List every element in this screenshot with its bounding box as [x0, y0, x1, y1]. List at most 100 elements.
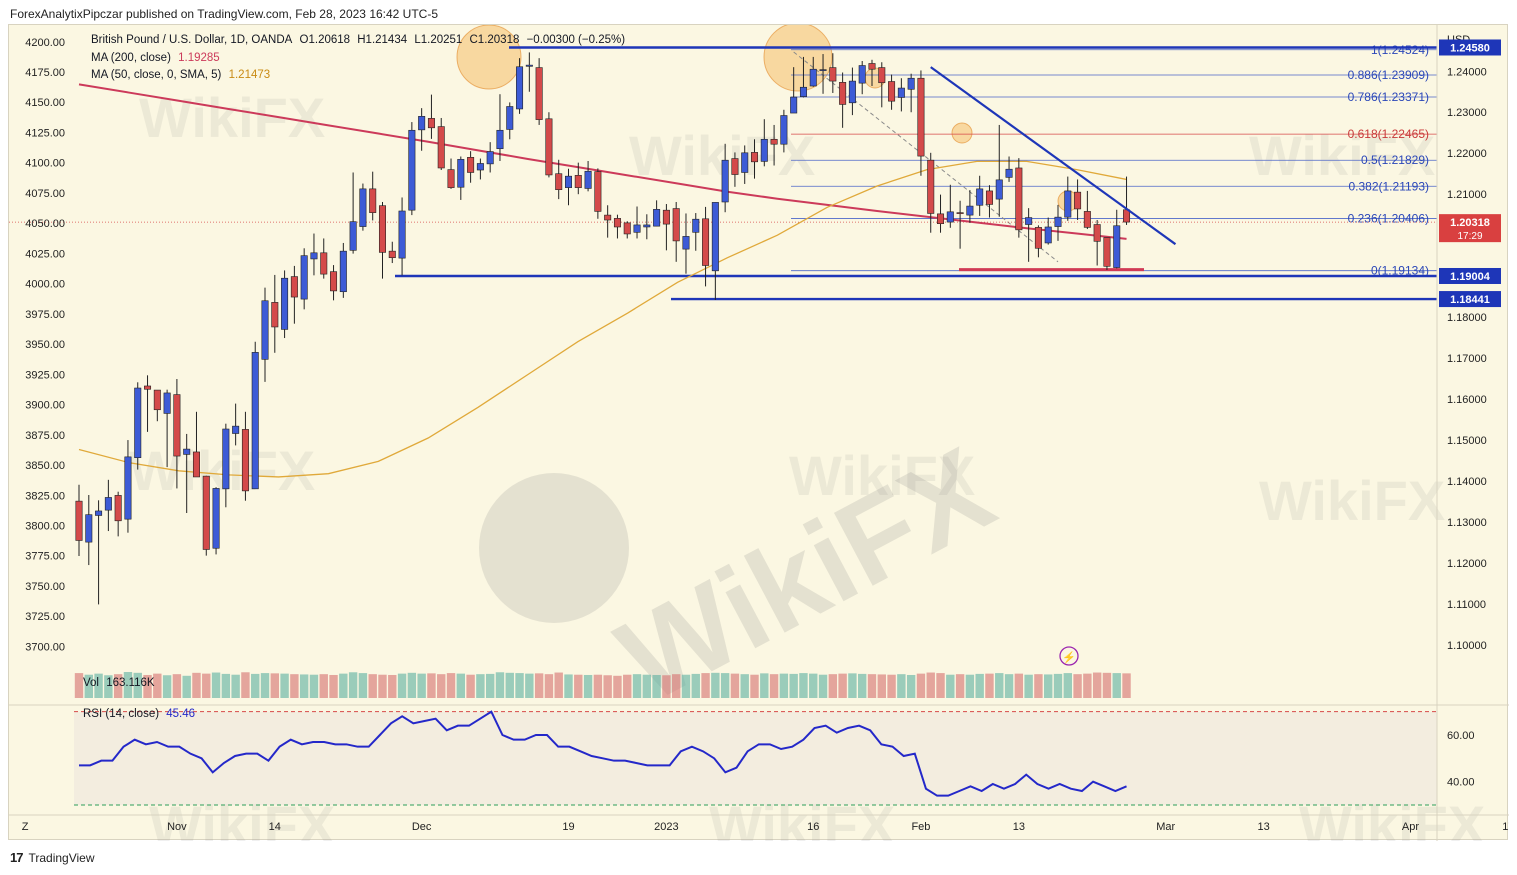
x-axis-tick-label: 13	[1257, 821, 1269, 833]
volume-bar	[906, 674, 916, 698]
candle-body	[917, 77, 925, 157]
volume-bar	[1014, 673, 1024, 698]
price-tag-label: 1.19004	[1450, 271, 1491, 283]
candle	[271, 274, 279, 353]
candle-body	[653, 209, 661, 227]
left-axis-tick-label: 3875.00	[25, 430, 65, 442]
candle	[408, 122, 416, 216]
candle-body	[232, 425, 240, 434]
candle	[1113, 209, 1121, 269]
candle-body	[359, 188, 367, 227]
volume-bar	[1092, 672, 1102, 698]
candle	[427, 94, 435, 139]
fib-level-label: 0.382(1.21193)	[1348, 179, 1429, 193]
right-axis-tick-label: 1.11000	[1447, 599, 1486, 611]
volume-bar	[730, 673, 740, 698]
candle-body	[75, 500, 83, 541]
volume-bar	[104, 675, 113, 698]
volume-bar	[153, 673, 162, 698]
candle	[604, 205, 612, 238]
right-axis-tick-label: 1.16000	[1447, 394, 1487, 406]
candle-body	[839, 82, 847, 105]
candle	[819, 54, 827, 94]
candle	[702, 206, 710, 287]
watermark-text: WikiFX	[1299, 794, 1485, 841]
candle-body	[398, 210, 406, 259]
candle-body	[1113, 225, 1121, 268]
candle	[104, 479, 112, 532]
candle	[613, 214, 621, 239]
volume-bar	[280, 673, 289, 698]
candle	[124, 440, 132, 533]
volume-bar	[339, 673, 348, 698]
candle	[907, 73, 915, 113]
volume-bar	[789, 673, 798, 698]
candle-body	[623, 222, 631, 235]
candle	[1015, 158, 1023, 238]
candle	[222, 423, 230, 508]
volume-bar	[251, 673, 260, 698]
candle	[281, 270, 289, 339]
left-axis-tick-label: 3725.00	[25, 611, 65, 623]
legend-rsi-row: RSI (14, close) 45.46	[83, 708, 199, 720]
legend-change: −0.00300 (−0.25%)	[526, 34, 626, 46]
volume-bar	[760, 673, 769, 698]
candle	[437, 117, 445, 171]
legend-ma50-row: MA (50, close, 0, SMA, 5) 1.21473	[91, 69, 274, 81]
candle-body	[124, 456, 132, 520]
right-axis-tick-label: 1.13000	[1447, 517, 1487, 529]
candle-body	[281, 277, 289, 330]
legend-symbol-row: British Pound / U.S. Dollar, 1D, OANDA O…	[91, 34, 629, 46]
candle-body	[760, 138, 768, 162]
x-axis-tick-label: 17	[1502, 821, 1509, 833]
candle	[1123, 176, 1131, 225]
fib-level-label: 0.5(1.21829)	[1361, 153, 1429, 167]
volume-bar	[123, 672, 133, 698]
candle-body	[427, 118, 435, 129]
chart-canvas[interactable]: WikiFX WikiFX WikiFX WikiFX WikiFX WikiFX Wiki…	[9, 25, 1509, 841]
candle	[85, 494, 93, 566]
rsi-line	[79, 710, 1127, 797]
left-axis-tick-label: 3700.00	[25, 641, 65, 653]
candle	[633, 206, 641, 239]
candle-body	[300, 255, 308, 300]
candle	[662, 204, 670, 251]
candle-body	[1025, 217, 1033, 225]
volume-bar	[241, 672, 250, 698]
volume-bar	[1004, 674, 1014, 698]
candle-body	[1044, 226, 1052, 244]
candle-body	[535, 67, 543, 120]
candle	[672, 201, 680, 262]
candle	[897, 78, 905, 112]
volume-bar	[388, 674, 397, 698]
candle	[144, 375, 152, 432]
candle	[486, 142, 494, 173]
highlight-circle	[951, 122, 973, 144]
lightning-icon	[1059, 646, 1079, 666]
candle-body	[692, 218, 700, 233]
candle	[839, 72, 847, 128]
volume-bar	[231, 674, 240, 698]
volume-bar	[515, 673, 524, 698]
legend-symbol: British Pound / U.S. Dollar, 1D, OANDA	[91, 34, 293, 46]
volume-bar	[681, 674, 691, 698]
left-axis-tick-label: 3825.00	[25, 490, 65, 502]
candle-body	[339, 250, 347, 293]
candle-body	[858, 65, 866, 84]
candle-body	[956, 212, 964, 214]
x-axis-tick-label: 19	[562, 821, 574, 833]
left-axis-tick-label: 3775.00	[25, 551, 65, 563]
candle	[682, 213, 690, 274]
candle	[75, 484, 83, 557]
candle-body	[310, 252, 318, 260]
legend-ma50-value: 1.21473	[228, 69, 271, 81]
candle-body	[819, 69, 827, 71]
left-axis-tick-label: 3800.00	[25, 520, 65, 532]
left-axis-tick-label: 4050.00	[25, 218, 65, 230]
candle	[163, 389, 171, 468]
candle-body	[976, 188, 984, 206]
candle-body	[447, 169, 455, 188]
candle-body	[584, 170, 592, 189]
chart-panel[interactable]: WikiFX WikiFX WikiFX WikiFX WikiFX WikiFX Wiki…	[8, 24, 1509, 841]
watermark-text: WikiFX	[709, 794, 895, 841]
